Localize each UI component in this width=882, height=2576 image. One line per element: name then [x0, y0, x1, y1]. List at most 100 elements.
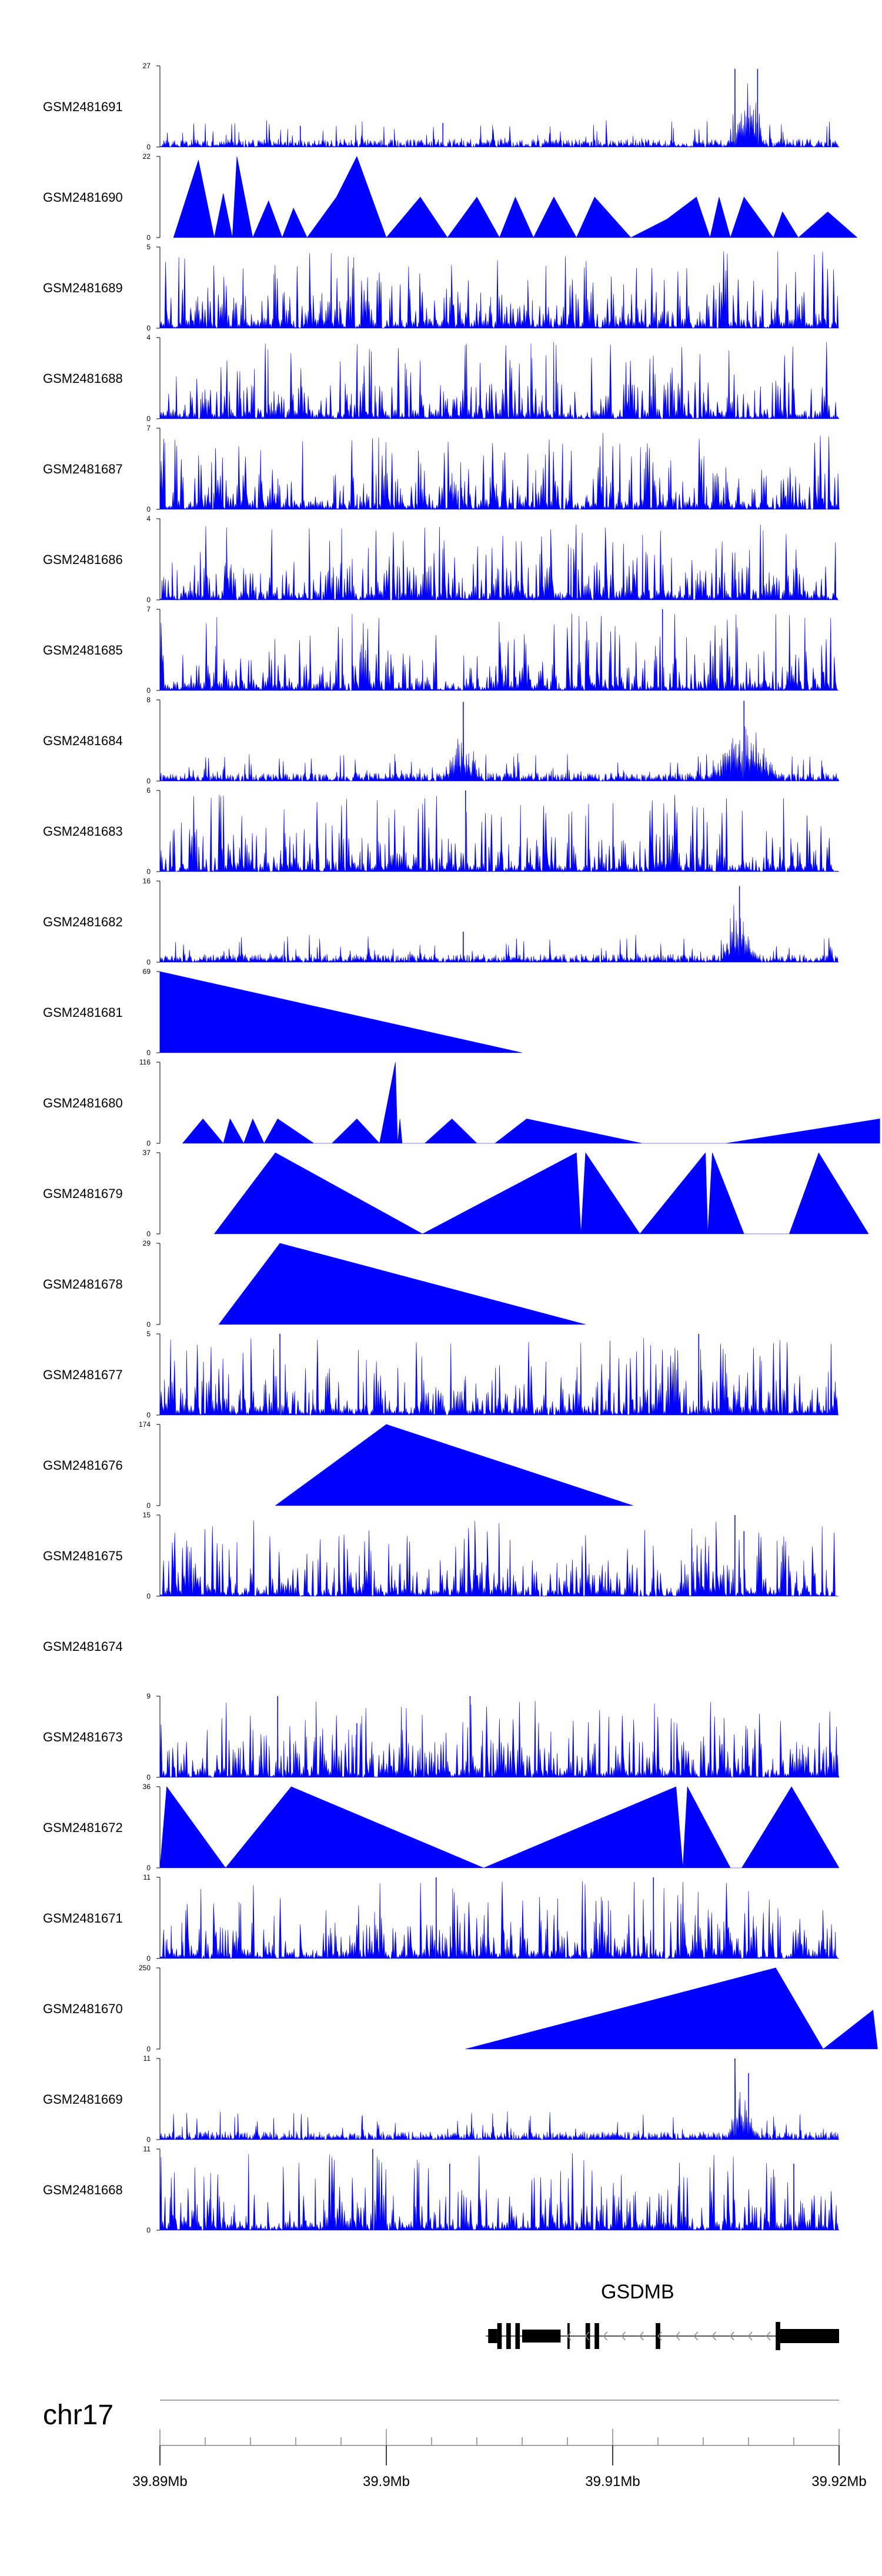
track-zero-label: 0 — [146, 324, 151, 332]
track-GSM2481689: GSM2481689 5 0 — [43, 243, 839, 332]
track-zero-label: 0 — [146, 415, 151, 423]
gene-exon — [515, 2323, 520, 2349]
coverage-area — [182, 1062, 880, 1144]
track-max-label: 36 — [143, 1783, 151, 1791]
track-label: GSM2481680 — [43, 1096, 123, 1110]
coverage-tracks: GSM2481691270GSM2481690220GSM248168950GS… — [43, 62, 880, 2234]
gene-exon — [594, 2323, 599, 2349]
track-zero-label: 0 — [146, 1954, 151, 1963]
track-GSM2481691: GSM2481691 27 0 — [43, 62, 840, 151]
track-GSM2481681: GSM2481681 69 0 — [43, 967, 523, 1057]
axis-tick-label: 39.9Mb — [363, 2474, 410, 2490]
track-max-label: 250 — [139, 1964, 151, 1972]
coverage-area — [159, 2148, 840, 2231]
track-GSM2481690: GSM2481690 22 0 — [43, 152, 858, 242]
coverage-area — [213, 1152, 869, 1234]
track-zero-label: 0 — [146, 2135, 151, 2144]
gene-exon — [522, 2330, 561, 2343]
track-zero-label: 0 — [146, 596, 151, 604]
axis-tick-label: 39.92Mb — [811, 2474, 866, 2490]
coverage-area — [159, 251, 839, 329]
strand-arrow-icon — [567, 2331, 572, 2341]
track-max-label: 8 — [146, 696, 151, 704]
track-label: GSM2481683 — [43, 824, 123, 839]
track-max-label: 4 — [146, 333, 151, 342]
track-max-label: 11 — [143, 2145, 151, 2153]
gene-exon — [776, 2322, 780, 2350]
coverage-area — [465, 1967, 878, 2050]
coverage-area — [159, 1877, 840, 1960]
track-max-label: 7 — [146, 424, 151, 432]
gene-exon — [780, 2329, 839, 2343]
gene-exon — [488, 2329, 497, 2343]
strand-arrow-icon — [657, 2331, 662, 2341]
track-zero-label: 0 — [146, 1230, 151, 1238]
coverage-area — [159, 433, 840, 510]
track-label: GSM2481679 — [43, 1186, 123, 1201]
strand-arrow-icon — [675, 2331, 680, 2341]
track-zero-label: 0 — [146, 1411, 151, 1419]
track-zero-label: 0 — [146, 686, 151, 695]
gene-exon — [497, 2323, 502, 2349]
track-GSM2481674: GSM2481674 — [43, 1639, 123, 1654]
axis-tick-label: 39.89Mb — [132, 2474, 187, 2490]
track-label: GSM2481682 — [43, 915, 123, 929]
track-zero-label: 0 — [146, 1773, 151, 1781]
gene-exon — [585, 2323, 590, 2349]
coverage-area — [173, 156, 858, 239]
gene-label: GSDMB — [601, 2281, 674, 2303]
track-max-label: 116 — [139, 1058, 151, 1066]
track-max-label: 6 — [146, 786, 151, 795]
track-label: GSM2481689 — [43, 281, 123, 295]
strand-arrow-icon — [748, 2331, 753, 2341]
track-GSM2481669: GSM2481669 11 0 — [43, 2054, 840, 2144]
track-zero-label: 0 — [146, 1501, 151, 1510]
track-GSM2481678: GSM2481678 29 0 — [43, 1239, 586, 1329]
track-GSM2481676: GSM2481676 174 0 — [43, 1420, 633, 1510]
track-label: GSM2481691 — [43, 99, 123, 114]
axis-tick-label: 39.91Mb — [585, 2474, 640, 2490]
track-GSM2481688: GSM2481688 4 0 — [43, 333, 840, 423]
track-GSM2481677: GSM2481677 5 0 — [43, 1330, 839, 1419]
track-GSM2481670: GSM2481670 250 0 — [43, 1964, 878, 2053]
track-GSM2481679: GSM2481679 37 0 — [43, 1149, 869, 1238]
track-label: GSM2481672 — [43, 1820, 123, 1835]
track-max-label: 11 — [143, 1873, 151, 1881]
track-zero-label: 0 — [146, 505, 151, 513]
gene-track: GSDMB — [486, 2281, 839, 2350]
track-label: GSM2481675 — [43, 1549, 123, 1563]
coverage-area — [159, 2058, 840, 2141]
track-zero-label: 0 — [146, 1592, 151, 1600]
coverage-area — [159, 1786, 840, 1868]
strand-arrow-icon — [693, 2331, 699, 2341]
coverage-area — [159, 886, 840, 963]
track-GSM2481668: GSM2481668 11 0 — [43, 2145, 840, 2234]
track-GSM2481683: GSM2481683 6 0 — [43, 786, 840, 876]
strand-arrow-icon — [621, 2331, 626, 2341]
coverage-area — [275, 1424, 633, 1506]
track-label: GSM2481684 — [43, 733, 123, 748]
track-label: GSM2481668 — [43, 2183, 123, 2197]
track-GSM2481686: GSM2481686 4 0 — [43, 515, 839, 604]
track-label: GSM2481677 — [43, 1367, 123, 1382]
track-zero-label: 0 — [146, 777, 151, 785]
track-label: GSM2481673 — [43, 1730, 123, 1744]
coverage-area — [159, 1514, 839, 1597]
track-GSM2481682: GSM2481682 16 0 — [43, 877, 840, 966]
strand-arrow-icon — [639, 2331, 644, 2341]
track-label: GSM2481687 — [43, 462, 123, 476]
strand-arrow-icon — [711, 2331, 716, 2341]
track-max-label: 5 — [146, 1330, 151, 1338]
track-label: GSM2481669 — [43, 2092, 123, 2107]
track-max-label: 16 — [143, 877, 151, 885]
track-zero-label: 0 — [146, 1864, 151, 1872]
track-zero-label: 0 — [146, 1049, 151, 1057]
gene-exon — [567, 2323, 570, 2349]
track-max-label: 15 — [143, 1511, 151, 1519]
coverage-area — [159, 1696, 840, 1778]
track-label: GSM2481685 — [43, 643, 123, 658]
track-max-label: 37 — [143, 1149, 151, 1157]
gene-exon — [506, 2323, 511, 2349]
track-max-label: 5 — [146, 243, 151, 251]
coverage-area — [159, 1333, 839, 1416]
